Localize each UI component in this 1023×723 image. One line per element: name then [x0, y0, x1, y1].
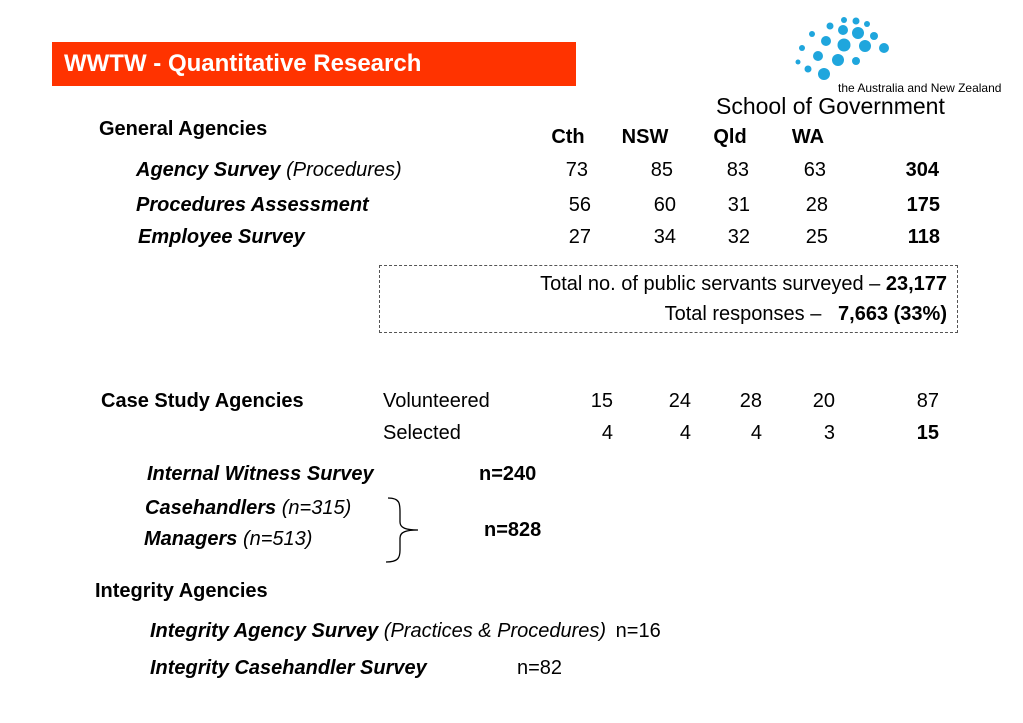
managers-name: Managers	[144, 528, 238, 550]
selected-wa: 3	[823, 422, 835, 444]
procedures-assessment-name: Procedures Assessment	[136, 194, 369, 216]
integrity-agency-survey-line: Integrity Agency Survey (Practices & Pro…	[150, 620, 661, 643]
casehandlers-note: (n=315)	[281, 497, 352, 519]
volunteered-wa: 20	[812, 390, 835, 412]
procedures-assessment-cth: 56	[568, 194, 591, 216]
col-header-nsw: NSW	[621, 126, 669, 148]
page-title: WWTW - Quantitative Research	[64, 50, 422, 77]
total-surveyed-line: Total no. of public servants surveyed – …	[540, 273, 947, 296]
internal-witness-n: n=240	[479, 463, 537, 485]
col-header-cth: Cth	[551, 126, 585, 148]
procedures-assessment-nsw: 60	[653, 194, 676, 216]
integrity-agency-survey-note: (Practices & Procedures)	[383, 620, 607, 642]
integrity-agency-survey-n: n=16	[615, 620, 661, 642]
volunteered-nsw: 24	[668, 390, 691, 412]
title-bar	[52, 42, 576, 86]
casehandlers-name: Casehandlers	[145, 497, 277, 519]
integrity-agency-survey-name: Integrity Agency Survey	[150, 620, 379, 642]
employee-survey-nsw: 34	[653, 226, 676, 248]
integrity-agencies-heading: Integrity Agencies	[95, 580, 268, 602]
procedures-assessment-total: 175	[906, 194, 940, 216]
procedures-assessment-row-label: Procedures Assessment	[136, 194, 369, 217]
case-study-heading: Case Study Agencies	[101, 390, 304, 412]
volunteered-total: 87	[916, 390, 939, 412]
integrity-casehandler-survey-n: n=82	[517, 657, 563, 679]
employee-survey-row-label: Employee Survey	[138, 226, 305, 249]
agency-survey-row-label: Agency Survey (Procedures)	[136, 159, 402, 182]
total-surveyed-value: 23,177	[885, 273, 947, 295]
managers-note: (n=513)	[242, 528, 313, 550]
selected-cth: 4	[601, 422, 613, 444]
employee-survey-wa: 25	[805, 226, 828, 248]
combined-n: n=828	[484, 519, 542, 541]
total-surveyed-label: Total no. of public servants surveyed –	[540, 273, 886, 295]
total-responses-label: Total responses –	[664, 303, 827, 325]
volunteered-cth: 15	[590, 390, 613, 412]
employee-survey-name: Employee Survey	[138, 226, 305, 248]
agency-survey-cth: 73	[565, 159, 588, 181]
casehandlers-line: Casehandlers (n=315)	[145, 497, 351, 520]
employee-survey-cth: 27	[568, 226, 591, 248]
integrity-casehandler-survey-name: Integrity Casehandler Survey	[150, 657, 427, 679]
agency-survey-qld: 83	[726, 159, 749, 181]
agency-survey-total: 304	[905, 159, 939, 181]
logo-title: School of Government	[716, 93, 945, 119]
brace-icon	[385, 497, 419, 563]
agency-survey-name: Agency Survey	[136, 159, 281, 181]
selected-label: Selected	[383, 422, 461, 444]
selected-nsw: 4	[679, 422, 691, 444]
internal-witness-survey-label: Internal Witness Survey	[147, 463, 374, 485]
procedures-assessment-wa: 28	[805, 194, 828, 216]
col-header-wa: WA	[791, 126, 825, 148]
agency-survey-wa: 63	[803, 159, 826, 181]
managers-line: Managers (n=513)	[144, 528, 312, 551]
employee-survey-total: 118	[907, 226, 940, 248]
agency-survey-nsw: 85	[650, 159, 673, 181]
selected-qld: 4	[750, 422, 762, 444]
employee-survey-qld: 32	[727, 226, 750, 248]
total-responses-line: Total responses – 7,663 (33%)	[665, 303, 947, 326]
procedures-assessment-qld: 31	[727, 194, 750, 216]
totals-box	[379, 265, 958, 333]
logo-dots-icon	[795, 17, 889, 80]
agency-survey-note: (Procedures)	[286, 159, 402, 181]
total-responses-value: 7,663 (33%)	[838, 303, 947, 325]
general-agencies-heading: General Agencies	[99, 118, 268, 140]
col-header-qld: Qld	[713, 126, 747, 148]
logo-subtitle: the Australia and New Zealand	[838, 81, 1002, 95]
selected-total: 15	[916, 422, 939, 444]
volunteered-qld: 28	[739, 390, 762, 412]
volunteered-label: Volunteered	[383, 390, 490, 412]
